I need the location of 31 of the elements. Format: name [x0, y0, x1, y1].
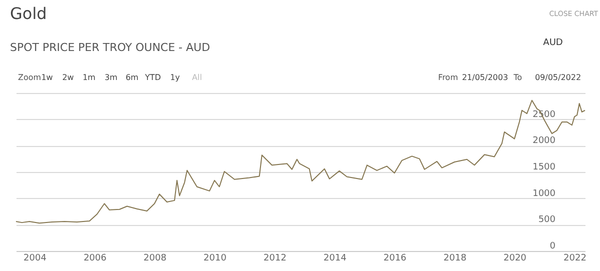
y-tick-label: 1500 [532, 162, 556, 172]
text: 6m [126, 73, 139, 82]
text: 3m [104, 73, 118, 82]
y-tick-label: 500 [538, 215, 556, 226]
text: 1w [41, 73, 54, 82]
x-tick-label: 2022 [564, 254, 586, 264]
text: 21/05/2003 [462, 73, 508, 82]
x-tick-label: 2012 [264, 254, 286, 264]
x-tick-label: 2018 [444, 254, 467, 264]
text: 1y [170, 73, 180, 82]
text: All [192, 73, 202, 82]
text: AUD [543, 38, 563, 48]
x-tick-label: 2020 [503, 254, 527, 264]
x-tick-label: 2004 [24, 254, 47, 264]
text: 1m [82, 73, 96, 82]
text: To [512, 73, 522, 82]
y-tick-label: 1000 [532, 188, 556, 199]
text: From [438, 73, 458, 82]
chart-subtitle: SPOT PRICE PER TROY OUNCE - AUD [10, 41, 210, 54]
chart-title: Gold [10, 4, 47, 23]
text: Zoom [18, 73, 42, 82]
text: YTD [144, 73, 161, 82]
x-tick-label: 2016 [384, 254, 407, 264]
x-tick-label: 2006 [84, 254, 107, 264]
y-tick-label: 2000 [532, 136, 556, 146]
text: 2w [62, 73, 74, 82]
x-tick-label: 2008 [144, 254, 167, 264]
x-tick-label: 2014 [324, 254, 347, 264]
x-tick-label: 2010 [204, 254, 227, 264]
text: 09/05/2022 [534, 73, 582, 82]
y-tick-label: 0 [550, 242, 556, 252]
